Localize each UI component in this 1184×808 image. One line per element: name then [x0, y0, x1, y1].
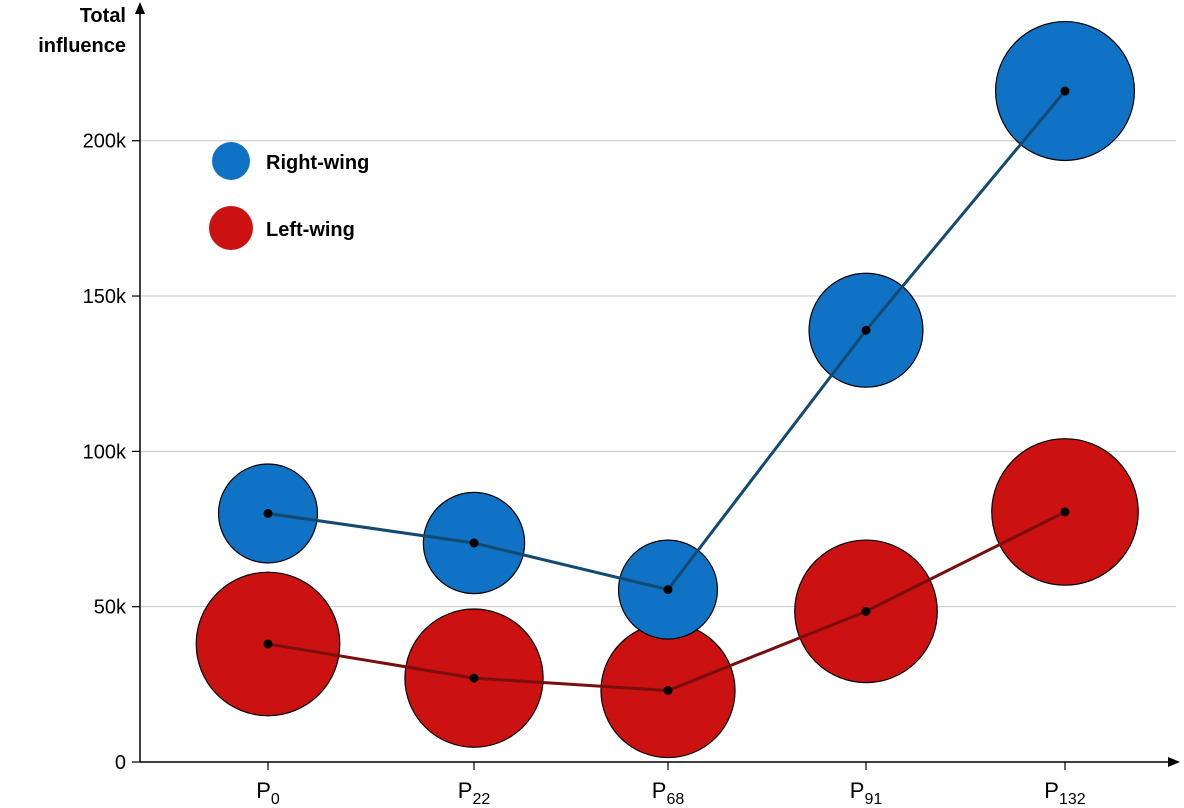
x-tick-label-0: P0	[256, 778, 280, 808]
left-wing-point-4	[1060, 507, 1070, 517]
x-ticks: P0 P22 P68 P91 P132	[256, 762, 1086, 808]
y-tick-label-200k: 200k	[83, 131, 127, 153]
x-tick-label-base: P	[256, 778, 271, 803]
y-ticks: 0 50k 100k 150k 200k	[83, 131, 140, 774]
x-tick-label-2: P68	[652, 778, 685, 808]
y-axis-title: Total influence	[38, 5, 126, 57]
x-tick-label-3: P91	[850, 778, 883, 808]
x-tick-label-subscript: 91	[864, 791, 882, 808]
legend: Right-wing Left-wing	[209, 142, 369, 250]
right-wing-point-2	[663, 585, 673, 595]
x-tick-label-subscript: 0	[271, 791, 280, 808]
left-wing-point-3	[861, 606, 871, 616]
x-tick-label-base: P	[652, 778, 667, 803]
y-tick-label-100k: 100k	[83, 441, 127, 463]
axes	[135, 2, 1180, 767]
x-axis-arrow-icon	[1168, 757, 1180, 767]
x-tick-label-base: P	[458, 778, 473, 803]
legend-marker-left-wing	[209, 206, 253, 250]
y-tick-label-0: 0	[115, 752, 126, 774]
series-left-wing	[195, 438, 1139, 759]
y-axis-title-line2: influence	[38, 35, 126, 57]
left-wing-point-1	[469, 673, 479, 683]
right-wing-line	[267, 90, 1067, 592]
x-tick-label-subscript: 68	[666, 791, 684, 808]
right-wing-point-0	[263, 508, 273, 518]
right-wing-point-1	[469, 538, 479, 548]
y-axis-arrow-icon	[135, 2, 145, 14]
series-layer	[195, 20, 1139, 759]
y-axis-title-line1: Total	[80, 5, 126, 27]
x-tick-label-base: P	[850, 778, 865, 803]
legend-marker-right-wing	[212, 142, 250, 180]
x-tick-label-subscript: 22	[472, 791, 490, 808]
right-wing-point-4	[1060, 86, 1070, 96]
series-right-wing	[217, 20, 1136, 640]
left-wing-point-0	[263, 639, 273, 649]
x-tick-label-base: P	[1044, 778, 1059, 803]
left-wing-point-2	[663, 686, 673, 696]
x-tick-label-1: P22	[458, 778, 491, 808]
y-tick-label-150k: 150k	[83, 286, 127, 308]
right-wing-point-3	[861, 325, 871, 335]
x-tick-label-4: P132	[1044, 778, 1085, 808]
legend-label-right-wing: Right-wing	[266, 152, 369, 174]
y-tick-label-50k: 50k	[94, 597, 127, 619]
legend-label-left-wing: Left-wing	[266, 219, 355, 241]
x-tick-label-subscript: 132	[1059, 791, 1086, 808]
